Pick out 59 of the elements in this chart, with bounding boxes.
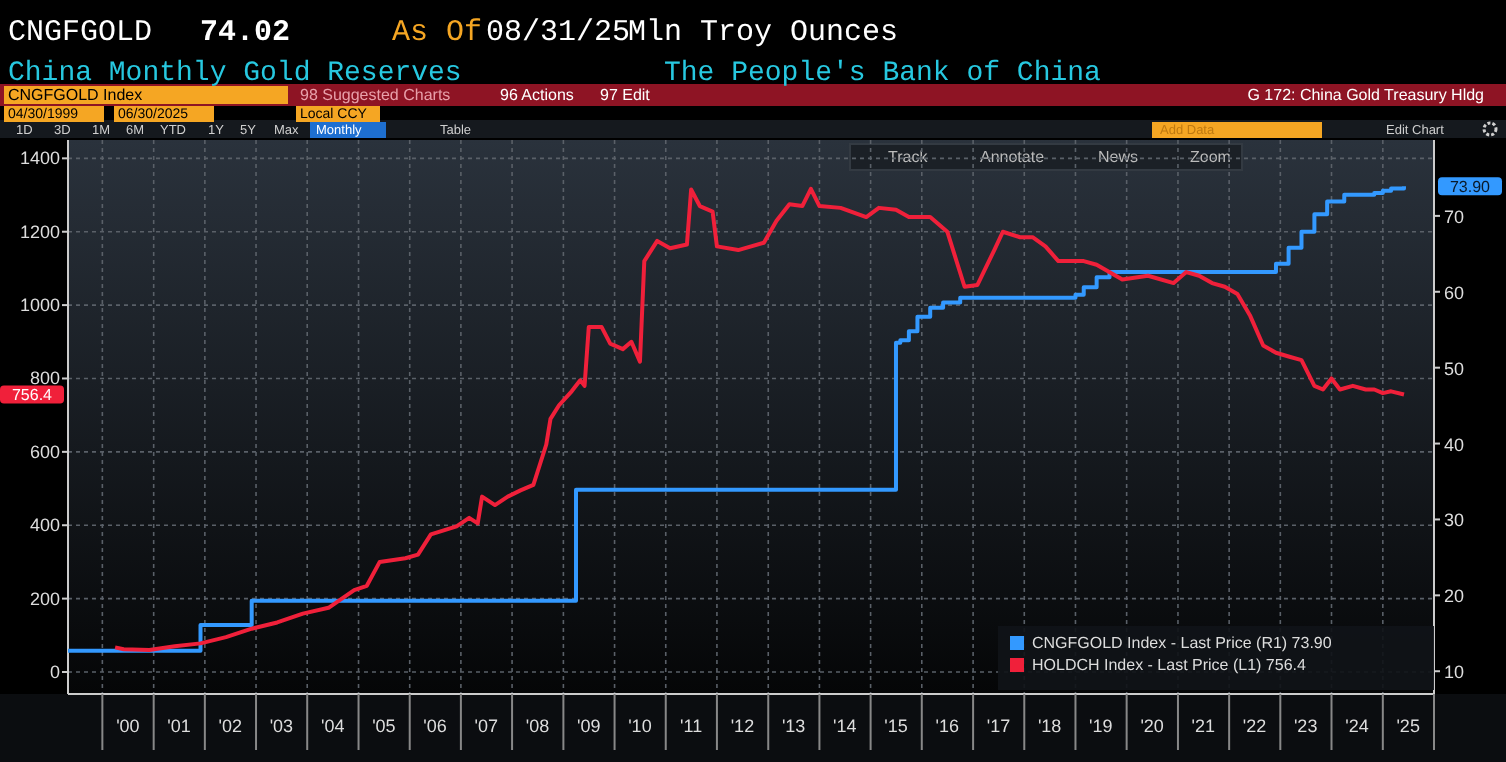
- text: 96 Actions: [500, 86, 574, 104]
- y2-tick-label: 20: [1444, 586, 1465, 607]
- x-tick-label: '21: [1191, 716, 1216, 736]
- x-tick-label: '02: [218, 716, 242, 736]
- y-tick-label: 1400: [19, 148, 60, 169]
- y-tick-label: 400: [29, 515, 60, 536]
- x-tick-label: '07: [474, 716, 498, 736]
- annotation: News: [1098, 148, 1139, 166]
- legend-label: CNGFGOLD Index - Last Price (R1) 73.90: [1032, 634, 1333, 652]
- x-tick-label: '23: [1293, 716, 1318, 736]
- x-tick-label: '18: [1037, 716, 1062, 736]
- x-tick-label: '25: [1396, 716, 1420, 736]
- y2-tick-label: 60: [1444, 282, 1465, 303]
- chart-title: China Monthly Gold Reserves: [8, 58, 462, 90]
- text: 08/31/25: [486, 16, 631, 50]
- text: CNGFGOLD Index: [8, 86, 143, 104]
- y-tick-label: 1200: [19, 221, 60, 242]
- x-tick-label: '04: [321, 716, 345, 736]
- y2-tick-label: 10: [1444, 662, 1465, 683]
- text: 98 Suggested Charts: [300, 86, 451, 104]
- y-tick-label: 0: [49, 661, 60, 682]
- x-tick-label: '12: [730, 716, 755, 736]
- annotation: Zoom: [1190, 148, 1232, 166]
- x-tick-label: '01: [167, 716, 191, 736]
- y-tick-label: 200: [29, 588, 60, 609]
- text: As Of: [392, 16, 483, 50]
- x-tick-label: '24: [1345, 716, 1369, 736]
- text: CNGFGOLD: [8, 16, 153, 50]
- x-tick-label: '22: [1242, 716, 1267, 736]
- y2-tick-label: 50: [1444, 358, 1465, 379]
- x-tick-label: '03: [269, 716, 294, 736]
- x-tick-label: '14: [833, 716, 857, 736]
- legend-label: HOLDCH Index - Last Price (L1) 756.4: [1032, 656, 1307, 674]
- x-tick-label: '05: [372, 716, 396, 736]
- y2-tick-label: 70: [1444, 206, 1465, 227]
- x-tick-label: '08: [525, 716, 550, 736]
- y-tick-label: 800: [29, 368, 60, 389]
- text: 97 Edit: [600, 86, 652, 104]
- x-tick-label: '16: [935, 716, 960, 736]
- x-tick-label: '00: [116, 716, 140, 736]
- text: Mln Troy Ounces: [628, 16, 899, 50]
- y-tick-label: 600: [29, 441, 60, 462]
- x-tick-label: '15: [884, 716, 908, 736]
- x-tick-label: '17: [986, 716, 1011, 736]
- x-tick-label: '09: [577, 716, 601, 736]
- x-tick-label: '11: [680, 716, 703, 736]
- y2-tick-label: 40: [1444, 434, 1465, 455]
- y-tick-label: 1000: [19, 295, 60, 316]
- x-tick-label: '13: [781, 716, 806, 736]
- text: 73.90: [1449, 178, 1492, 197]
- x-tick-label: '19: [1089, 716, 1113, 736]
- y2-tick-label: 30: [1444, 510, 1465, 531]
- x-tick-label: '20: [1140, 716, 1164, 736]
- text: G 172: China Gold Treasury Hldg: [1247, 86, 1484, 104]
- chart-subtitle: The People's Bank of China: [664, 58, 1101, 90]
- text: 74.02: [200, 16, 291, 50]
- x-tick-label: '10: [628, 716, 652, 736]
- text: 756.4: [11, 386, 54, 405]
- x-tick-label: '06: [423, 716, 447, 736]
